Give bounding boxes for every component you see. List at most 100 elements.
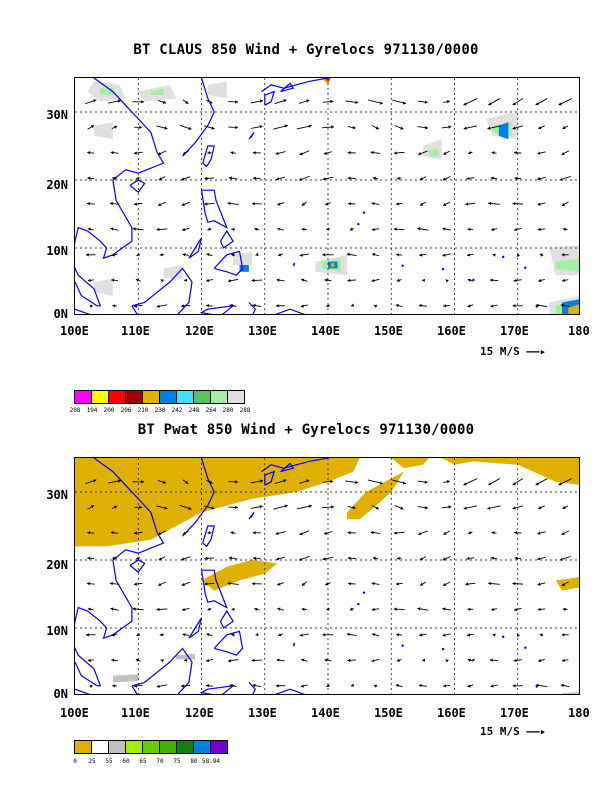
- wind-arrowhead: [396, 556, 400, 560]
- wind-arrowhead: [513, 278, 517, 283]
- wind-arrowhead: [373, 304, 377, 308]
- wind-arrowhead: [90, 505, 95, 509]
- coastline-segment: [188, 237, 203, 259]
- wind-arrowhead: [463, 126, 467, 130]
- wind-arrowhead: [562, 607, 566, 612]
- cloud-patch-light: [207, 81, 227, 99]
- wind-arrowhead: [259, 99, 263, 103]
- wind-arrowhead: [112, 176, 116, 181]
- panel1-xtick: 100E: [60, 324, 89, 338]
- wind-arrowhead: [322, 557, 326, 561]
- panel2-reference-vector: 15 M/S ——▸: [480, 725, 546, 738]
- wind-arrowhead: [87, 176, 91, 180]
- wind-arrowhead: [235, 480, 238, 484]
- wind-arrowhead: [422, 278, 425, 283]
- wind-arrowhead: [259, 505, 263, 509]
- panel2-xtick: 150E: [374, 706, 403, 720]
- wind-arrowhead: [251, 202, 255, 206]
- wind-arrowhead: [109, 581, 113, 586]
- wind-arrowhead: [205, 684, 209, 688]
- wind-arrowhead: [347, 151, 351, 155]
- wind-arrowhead: [275, 684, 279, 688]
- wind-arrowhead: [162, 100, 167, 104]
- wind-arrowhead: [87, 607, 91, 611]
- colorbar-swatch: [91, 740, 109, 754]
- wind-arrowhead: [463, 506, 467, 510]
- wind-arrowhead: [446, 100, 450, 104]
- coastline-segment: [274, 308, 306, 314]
- pwat-dry-region: [555, 577, 579, 591]
- wind-arrowhead: [162, 480, 167, 484]
- coastline-segment: [292, 262, 296, 267]
- colorbar-swatch: [91, 390, 109, 404]
- wind-arrowhead: [514, 531, 518, 535]
- wind-arrowhead: [141, 100, 145, 104]
- wind-arrowhead: [351, 683, 355, 687]
- pwat-moist-region: [562, 692, 579, 694]
- wind-arrowhead: [402, 481, 406, 485]
- wind-arrowhead: [160, 659, 164, 663]
- panel1-xtick: 120E: [185, 324, 214, 338]
- wind-arrowhead: [112, 684, 116, 688]
- wind-arrowhead: [331, 125, 334, 129]
- wind-arrowhead: [379, 481, 383, 485]
- wind-arrowhead: [324, 658, 328, 662]
- wind-arrowhead: [181, 684, 185, 688]
- wind-arrowhead: [346, 632, 350, 637]
- wind-arrowhead: [86, 253, 89, 257]
- island: [357, 603, 360, 606]
- wind-arrowhead: [537, 227, 541, 232]
- wind-arrowhead: [561, 531, 565, 535]
- wind-arrowhead: [488, 201, 492, 206]
- panel1-reference-label: 15 M/S: [480, 345, 520, 358]
- wind-arrowhead: [418, 151, 422, 156]
- wind-arrowhead: [86, 633, 89, 637]
- coastline-segment: [199, 684, 236, 694]
- wind-arrowhead: [512, 684, 516, 688]
- wind-arrowhead: [111, 278, 115, 282]
- wind-arrowhead: [489, 278, 493, 282]
- gridlines: [75, 458, 579, 694]
- coastline-segment: [202, 525, 215, 548]
- wind-arrowhead: [87, 531, 91, 535]
- wind-arrowhead: [133, 531, 137, 535]
- wind-arrowhead: [395, 582, 399, 586]
- wind-arrowhead: [231, 633, 235, 637]
- colorbar-label: 288: [239, 407, 251, 414]
- island: [441, 647, 445, 651]
- wind-arrowhead: [326, 607, 330, 611]
- wind-arrowhead: [561, 633, 565, 637]
- wind-arrowhead: [206, 253, 210, 257]
- colorbar-swatch: [125, 740, 143, 754]
- wind-arrowhead: [466, 176, 470, 181]
- colorbar-label: 208: [69, 407, 81, 414]
- wind-arrowhead: [539, 253, 544, 257]
- wind-arrowhead: [301, 607, 305, 611]
- wind-arrowhead: [188, 126, 192, 130]
- wind-arrowhead: [466, 556, 470, 561]
- wind-arrowhead: [400, 126, 404, 130]
- wind-arrowhead: [227, 659, 232, 663]
- wind-arrowhead: [355, 100, 359, 104]
- wind-arrowhead: [562, 125, 566, 129]
- wind-arrowhead: [230, 531, 234, 535]
- wind-arrowhead: [111, 633, 115, 637]
- wind-arrowhead: [514, 556, 518, 560]
- wind-arrowhead: [87, 227, 91, 231]
- wind-arrowhead: [182, 607, 186, 612]
- wind-arrowhead: [558, 482, 562, 486]
- panel1-ytick: 0N: [53, 307, 68, 321]
- panel2-xtick: 120E: [185, 706, 214, 720]
- wind-arrowhead: [330, 99, 334, 104]
- panel1-colorbar: [74, 390, 245, 404]
- pwat-dry-region: [391, 458, 430, 469]
- wind-arrowhead: [204, 176, 208, 181]
- wind-vectors: [85, 98, 572, 309]
- coastline-segment: [264, 90, 276, 106]
- wind-arrowhead: [93, 99, 97, 103]
- colorbar-swatch: [159, 390, 177, 404]
- coastline-segment: [131, 267, 193, 314]
- coastline-segment: [274, 688, 306, 694]
- wind-arrowhead: [326, 303, 330, 307]
- reference-arrow-icon: ——▸: [526, 725, 547, 738]
